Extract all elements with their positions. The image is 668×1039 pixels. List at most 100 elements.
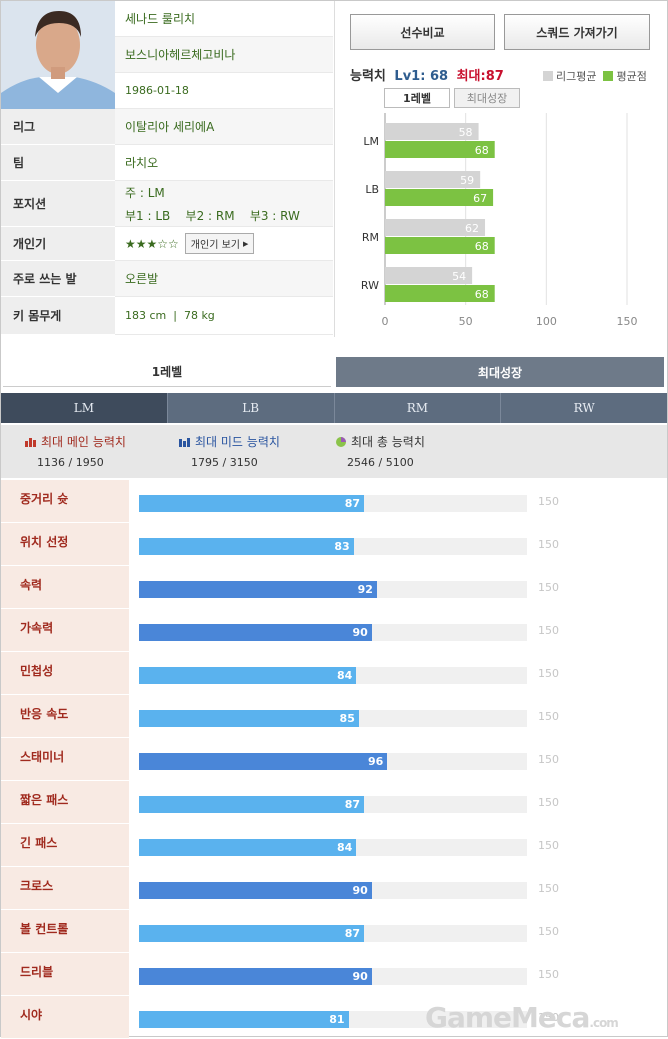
stat-bar: 90: [139, 882, 372, 899]
position-tabs: LM LB RM RW: [1, 393, 667, 423]
pos-tab-rm[interactable]: RM: [333, 393, 501, 423]
stat-value: 90: [352, 626, 368, 639]
position-value: 주 : LM 부1 : LB 부2 : RM 부3 : RW: [115, 181, 333, 227]
chart-bar-label: 68: [475, 144, 489, 157]
summary-mid-title: 최대 미드 능력치: [195, 435, 280, 449]
foot-value: 오른발: [115, 261, 333, 297]
x-tick-label: 0: [382, 315, 389, 328]
stat-max: 150: [538, 710, 559, 723]
stat-bar: 90: [139, 968, 372, 985]
summary-main-title: 최대 메인 능력치: [41, 435, 126, 449]
y-category-label: RW: [361, 279, 379, 292]
stat-track: 84: [139, 667, 527, 684]
skill-view-label: 개인기 보기: [190, 240, 240, 251]
stat-max: 150: [538, 624, 559, 637]
ability-tab-lv1[interactable]: 1레벨: [384, 88, 450, 108]
x-tick-label: 150: [617, 315, 638, 328]
stat-label: 볼 컨트롤: [1, 910, 129, 953]
summary-total: 최대 총 능력치 2546 / 5100: [335, 433, 425, 469]
player-country: 보스니아헤르체고비나: [115, 37, 333, 73]
chart-bar-label: 68: [475, 288, 489, 301]
watermark-logo: GameMeca.com: [425, 1001, 619, 1034]
stat-row: 중거리 슛 87 150: [1, 480, 667, 523]
position-main: 주 : LM: [125, 185, 165, 200]
chart-bar: [385, 285, 495, 302]
tab-level1[interactable]: 1레벨: [3, 357, 331, 387]
squad-button[interactable]: 스쿼드 가져가기: [504, 14, 650, 50]
stat-value: 81: [329, 1013, 345, 1026]
bar-chart-icon: [25, 437, 36, 447]
team-label: 팀: [1, 145, 115, 181]
compare-button[interactable]: 선수비교: [350, 14, 495, 50]
stat-value: 84: [336, 841, 353, 854]
stat-track: 87: [139, 796, 527, 813]
chart-bar-label: 54: [452, 270, 466, 283]
stat-track: 87: [139, 495, 527, 512]
stat-bar: 92: [139, 581, 377, 598]
chart-bar: [385, 219, 486, 236]
summary-main: 최대 메인 능력치 1136 / 1950: [25, 433, 126, 469]
stat-row: 위치 선정 83 150: [1, 523, 667, 566]
chart-bar: [385, 123, 479, 140]
summary-main-value: 1136 / 1950: [37, 456, 104, 469]
stat-bar: 90: [139, 624, 372, 641]
chart-bar-label: 58: [459, 126, 473, 139]
ability-tab-max[interactable]: 최대성장: [454, 88, 520, 108]
pos-tab-lm[interactable]: LM: [1, 393, 167, 423]
stat-label: 속력: [1, 566, 129, 609]
player-birthdate: 1986-01-18: [115, 73, 333, 109]
stat-max: 150: [538, 495, 559, 508]
stat-max: 150: [538, 581, 559, 594]
foot-label: 주로 쓰는 발: [1, 261, 115, 297]
stat-track: 83: [139, 538, 527, 555]
stat-row: 민첩성 84 150: [1, 652, 667, 695]
stat-value: 85: [339, 712, 355, 725]
chart-bar-label: 59: [460, 174, 474, 187]
chart-bar-label: 67: [473, 192, 487, 205]
arrow-right-icon: ▶: [242, 239, 249, 248]
chart-bar: [385, 171, 481, 188]
stat-row: 크로스 90 150: [1, 867, 667, 910]
chart-bar-label: 62: [465, 222, 479, 235]
legend-avg-swatch: [603, 71, 614, 81]
stat-max: 150: [538, 796, 559, 809]
y-category-label: LM: [363, 135, 379, 148]
stat-label: 중거리 슛: [1, 480, 129, 523]
pos-tab-rw[interactable]: RW: [500, 393, 667, 423]
stat-track: 87: [139, 925, 527, 942]
body-label: 키 몸무게: [1, 297, 115, 335]
stat-label: 크로스: [1, 867, 129, 910]
stat-bar: 84: [139, 839, 357, 856]
legend-league-swatch: [543, 71, 553, 81]
ability-header: 능력치 Lv1: 68 최대:87: [350, 65, 504, 84]
summary-bar: 최대 메인 능력치 1136 / 1950 최대 미드 능력치 1795 / 3…: [1, 425, 667, 478]
stat-bar: 87: [139, 495, 365, 512]
skill-view-button[interactable]: 개인기 보기 ▶: [184, 233, 255, 254]
player-name: 세나드 룰리치: [115, 1, 333, 37]
stat-value: 90: [352, 884, 368, 897]
stat-row: 짧은 패스 87 150: [1, 781, 667, 824]
stat-max: 150: [538, 753, 559, 766]
pos-tab-lb[interactable]: LB: [166, 393, 334, 423]
stat-label: 스태미너: [1, 738, 129, 781]
ability-lv: Lv1: 68: [394, 69, 449, 84]
y-category-label: LB: [365, 183, 379, 196]
stat-max: 150: [538, 968, 559, 981]
player-photo: [1, 1, 115, 109]
stat-track: 90: [139, 882, 527, 899]
stat-value: 90: [352, 970, 368, 983]
stat-max: 150: [538, 667, 559, 680]
stat-max: 150: [538, 538, 559, 551]
chart-bar: [385, 141, 495, 158]
summary-mid-value: 1795 / 3150: [191, 456, 258, 469]
chart-bar: [385, 237, 495, 254]
stat-label: 시야: [1, 996, 129, 1039]
tab-max-growth[interactable]: 최대성장: [336, 357, 664, 387]
summary-total-title: 최대 총 능력치: [351, 435, 425, 449]
skill-stars: ★★★☆☆: [125, 236, 179, 251]
chart-bar: [385, 267, 473, 284]
stat-label: 드리블: [1, 953, 129, 996]
stat-value: 92: [357, 583, 373, 596]
stat-track: 90: [139, 968, 527, 985]
